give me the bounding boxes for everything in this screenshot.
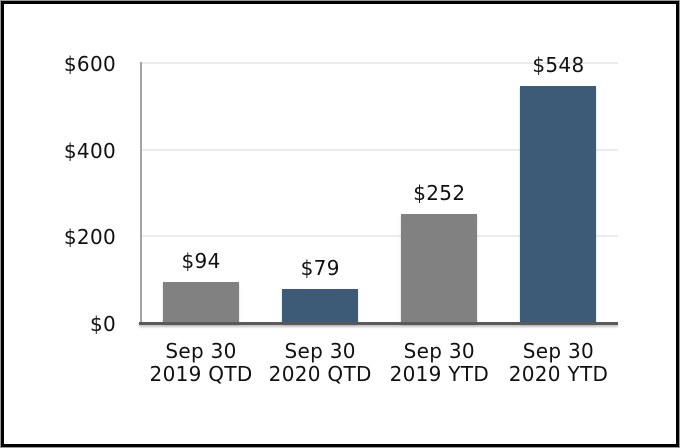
bar-1 bbox=[163, 282, 240, 323]
bar-value-label-2: $79 bbox=[300, 255, 340, 280]
bar-value-label-1: $94 bbox=[181, 249, 221, 274]
category-label-line: 2020 QTD bbox=[268, 362, 372, 386]
category-label-line: 2020 YTD bbox=[508, 362, 609, 386]
category-label-line: Sep 30 bbox=[403, 339, 475, 363]
y-axis-line bbox=[140, 62, 142, 323]
gridline-200 bbox=[141, 235, 618, 238]
y-tick-label-400: $400 bbox=[63, 138, 116, 163]
category-label-line: 2019 QTD bbox=[149, 362, 253, 386]
bar-4 bbox=[520, 85, 597, 323]
bar-value-label-3: $252 bbox=[413, 180, 466, 205]
y-tick-label-600: $600 bbox=[63, 52, 116, 76]
y-tick-label-200: $200 bbox=[63, 225, 116, 250]
category-label-line: Sep 30 bbox=[522, 339, 595, 363]
y-tick-label-0: $0 bbox=[89, 312, 116, 336]
bar-value-label-4: $548 bbox=[532, 52, 585, 77]
category-label-4: Sep 30 2020 YTD bbox=[493, 340, 623, 386]
bar-3 bbox=[401, 213, 478, 323]
category-label-1: Sep 30 2019 QTD bbox=[136, 340, 266, 386]
gridline-400 bbox=[141, 148, 618, 151]
x-axis-line bbox=[138, 321, 618, 325]
category-label-3: Sep 30 2019 YTD bbox=[374, 340, 504, 386]
bar-2 bbox=[282, 288, 359, 323]
category-label-line: Sep 30 bbox=[284, 339, 356, 363]
category-label-line: 2019 YTD bbox=[389, 362, 490, 386]
gridline-600 bbox=[141, 62, 618, 64]
category-label-line: Sep 30 bbox=[165, 339, 237, 363]
category-label-2: Sep 30 2020 QTD bbox=[255, 340, 385, 386]
